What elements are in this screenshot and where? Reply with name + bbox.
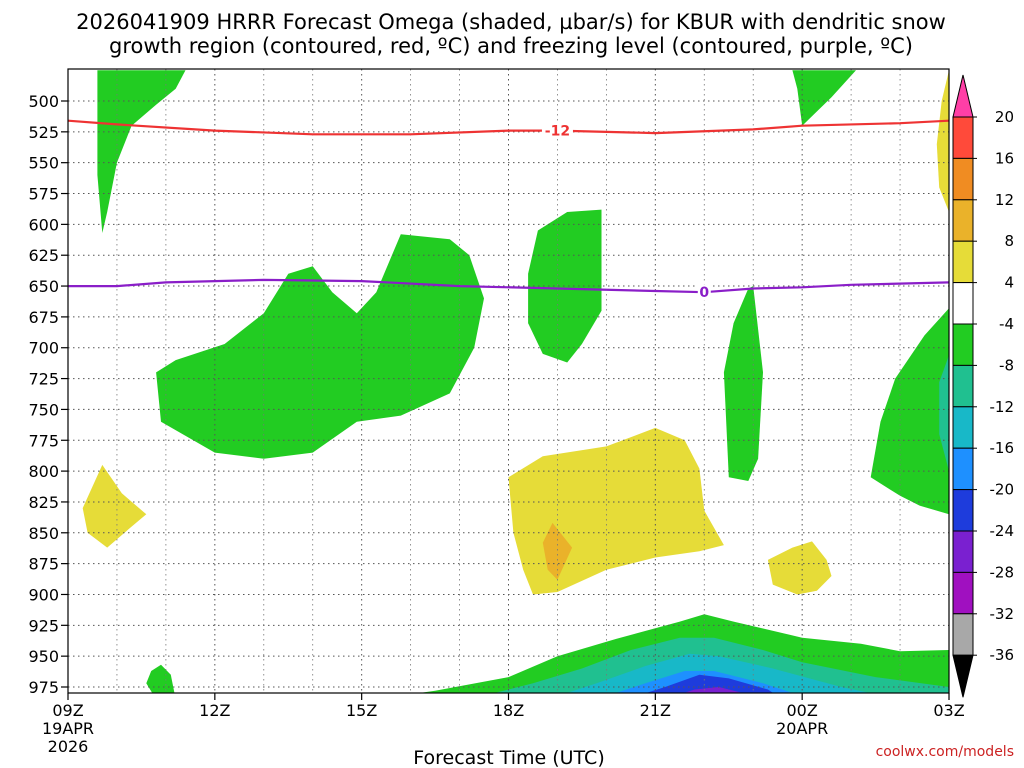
omega-region-3 xyxy=(528,209,602,363)
dendritic-growth-contour-label-bg xyxy=(541,122,573,139)
omega-shaded-fields xyxy=(82,70,949,699)
xtick-year-09Z: 2026 xyxy=(48,737,89,756)
ytick-label-575: 575 xyxy=(28,185,59,204)
ytick-label-850: 850 xyxy=(28,524,59,543)
grid-lines xyxy=(67,69,950,693)
ytick-label-875: 875 xyxy=(28,555,59,574)
colorbar-block-3 xyxy=(952,199,974,242)
colorbar-block-2 xyxy=(952,157,974,201)
freezing-level-contour-label-bg xyxy=(697,284,711,301)
colorbar-block-5 xyxy=(952,282,974,325)
ytick-label-600: 600 xyxy=(28,215,59,234)
xtick-label-00Z: 00Z xyxy=(787,701,818,720)
xtick-label-18Z: 18Z xyxy=(493,701,524,720)
ytick-label-650: 650 xyxy=(28,277,59,296)
omega-region-15 xyxy=(82,464,147,548)
omega-region-4 xyxy=(723,286,763,481)
omega-region-1 xyxy=(97,70,186,233)
xtick-label-09Z: 09Z xyxy=(52,701,83,720)
colorbar-label-8: -16 xyxy=(990,439,1015,457)
ytick-label-750: 750 xyxy=(28,400,59,419)
colorbar-block-11 xyxy=(952,530,974,573)
freezing-level-contour-line xyxy=(68,278,949,294)
xtick-date-00Z: 20APR xyxy=(776,719,828,738)
xtick-label-15Z: 15Z xyxy=(346,701,377,720)
colorbar-bottom-triangle xyxy=(952,654,974,698)
colorbar-label-1: 16 xyxy=(995,149,1014,167)
dendritic-growth-contour-line xyxy=(68,119,949,136)
colorbar-block-9 xyxy=(952,447,974,491)
colorbar-label-7: -12 xyxy=(990,398,1015,416)
ytick-label-800: 800 xyxy=(28,462,59,481)
xtick-label-21Z: 21Z xyxy=(640,701,671,720)
xtick-label-12Z: 12Z xyxy=(199,701,230,720)
ytick-label-925: 925 xyxy=(28,616,59,635)
freezing-level-contour-label: 0 xyxy=(699,285,709,301)
omega-region-13 xyxy=(646,674,774,693)
xtick-date-09Z: 19APR xyxy=(42,719,94,738)
colorbar-label-3: 8 xyxy=(1004,232,1014,250)
colorbar-label-0: 20 xyxy=(995,108,1014,126)
omega-region-5 xyxy=(792,70,856,126)
omega-region-20 xyxy=(936,70,949,212)
colorbar-label-9: -20 xyxy=(990,481,1015,499)
ytick-label-675: 675 xyxy=(28,308,59,327)
colorbar-block-8 xyxy=(952,406,974,449)
dendritic-growth-contour-label: -12 xyxy=(545,124,570,140)
omega-region-7 xyxy=(939,355,949,472)
colorbar-block-1 xyxy=(952,116,974,159)
pressure-axis: 500 525 550 575 600 625 650 675 700 725 750 775 800 8… xyxy=(28,92,68,697)
colorbar-label-12: -32 xyxy=(990,605,1015,623)
colorbar-label-13: -36 xyxy=(990,646,1015,664)
colorbar-block-6 xyxy=(952,323,974,366)
ytick-label-700: 700 xyxy=(28,339,59,358)
ytick-label-950: 950 xyxy=(28,647,59,666)
credit-label: coolwx.com/models xyxy=(876,744,1014,760)
contour-lines: -12 0 xyxy=(68,119,949,301)
colorbar-label-4: 4 xyxy=(1004,274,1014,292)
colorbar-block-7 xyxy=(952,364,974,408)
omega-region-16 xyxy=(508,427,724,595)
omega-region-19 xyxy=(225,693,308,699)
ytick-label-975: 975 xyxy=(28,678,59,697)
colorbar-block-12 xyxy=(952,571,974,615)
omega-region-18 xyxy=(767,541,832,595)
ytick-label-500: 500 xyxy=(28,92,59,111)
x-axis-label: Forecast Time (UTC) xyxy=(413,747,604,768)
colorbar-label-6: -8 xyxy=(999,356,1014,374)
colorbar-label-2: 12 xyxy=(995,191,1014,209)
omega-region-2 xyxy=(156,234,484,459)
omega-region-14 xyxy=(683,687,743,693)
ytick-label-775: 775 xyxy=(28,431,59,450)
xtick-label-03Z: 03Z xyxy=(933,701,964,720)
ytick-label-825: 825 xyxy=(28,493,59,512)
colorbar-label-10: -24 xyxy=(990,522,1015,540)
colorbar-label-11: -28 xyxy=(990,563,1015,581)
colorbar-label-5: -4 xyxy=(999,315,1014,333)
colorbar-top-triangle xyxy=(952,74,974,118)
colorbar-block-13 xyxy=(952,613,974,656)
chart-title-line2: growth region (contoured, red, ºC) and f… xyxy=(109,34,913,58)
omega-region-6 xyxy=(870,308,949,515)
colorbar-block-10 xyxy=(952,489,974,532)
ytick-label-625: 625 xyxy=(28,246,59,265)
ytick-label-525: 525 xyxy=(28,123,59,142)
chart-title-line1: 2026041909 HRRR Forecast Omega (shaded, … xyxy=(76,10,946,34)
omega-colorbar: 20 16 12 8 4 -4 -8 -12 -16 -20 -24 -28 -32 -36 xyxy=(952,74,1015,698)
omega-region-17 xyxy=(542,522,573,580)
colorbar-block-4 xyxy=(952,240,974,284)
omega-region-8 xyxy=(146,664,175,693)
ytick-label-725: 725 xyxy=(28,370,59,389)
ytick-label-900: 900 xyxy=(28,585,59,604)
ytick-label-550: 550 xyxy=(28,154,59,173)
